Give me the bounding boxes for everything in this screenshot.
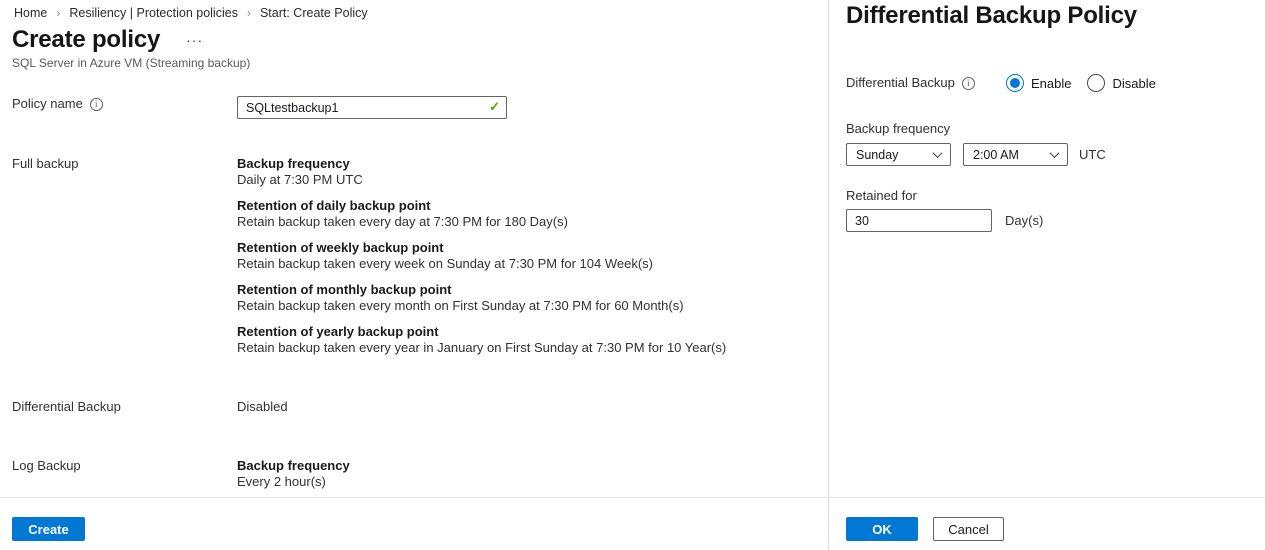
more-actions-icon[interactable]: ··· bbox=[186, 32, 204, 48]
checkmark-icon: ✓ bbox=[489, 99, 500, 114]
differential-backup-status[interactable]: Disabled bbox=[237, 399, 288, 414]
day-of-week-dropdown[interactable]: Sunday bbox=[846, 143, 951, 166]
radio-unselected-icon[interactable] bbox=[1087, 74, 1106, 92]
radio-enable-label: Enable bbox=[1031, 75, 1072, 91]
breadcrumb-create-policy: Start: Create Policy bbox=[259, 6, 368, 20]
chevron-right-icon: › bbox=[246, 6, 251, 20]
create-button[interactable]: Create bbox=[12, 517, 85, 541]
yearly-retention: Retention of yearly backup point Retain … bbox=[237, 324, 827, 356]
detail-title: Retention of weekly backup point bbox=[237, 240, 444, 255]
pane-title: Differential Backup Policy bbox=[846, 2, 1137, 29]
info-icon[interactable] bbox=[961, 76, 975, 90]
differential-backup-toggle-label: Differential Backup bbox=[846, 75, 955, 90]
detail-title: Backup frequency bbox=[237, 156, 350, 171]
create-policy-main: Home › Resiliency | Protection policies … bbox=[0, 0, 827, 550]
detail-title: Backup frequency bbox=[237, 458, 350, 473]
differential-backup-label: Differential Backup bbox=[12, 399, 121, 414]
chevron-right-icon: › bbox=[56, 6, 61, 20]
differential-backup-toggle-row: Differential Backup Enable Disable bbox=[846, 74, 1245, 92]
policy-form: Policy name ✓ Full backup Backup frequen… bbox=[0, 96, 827, 497]
chevron-down-icon bbox=[932, 148, 943, 159]
detail-text: Retain backup taken every year in Januar… bbox=[237, 340, 727, 355]
time-dropdown[interactable]: 2:00 AM bbox=[963, 143, 1068, 166]
detail-text: Retain backup taken every month on First… bbox=[237, 298, 684, 313]
monthly-retention: Retention of monthly backup point Retain… bbox=[237, 282, 827, 314]
detail-text: Retain backup taken every day at 7:30 PM… bbox=[237, 214, 568, 229]
day-of-week-value: Sunday bbox=[856, 147, 899, 162]
pane-content: Differential Backup Policy Differential … bbox=[829, 0, 1265, 497]
policy-name-label: Policy name bbox=[12, 96, 83, 111]
ok-button[interactable]: OK bbox=[846, 517, 918, 541]
detail-text: Every 2 hour(s) bbox=[237, 474, 326, 489]
breadcrumb-protection-policies[interactable]: Resiliency | Protection policies bbox=[69, 6, 238, 20]
policy-name-input-wrap: ✓ bbox=[237, 96, 507, 119]
full-backup-row: Full backup Backup frequency Daily at 7:… bbox=[0, 156, 827, 366]
differential-backup-toggle-label-group: Differential Backup bbox=[846, 75, 1006, 91]
radio-disable[interactable]: Disable bbox=[1087, 74, 1156, 92]
differential-backup-radio-group: Enable Disable bbox=[1006, 74, 1172, 92]
full-backup-label: Full backup bbox=[12, 156, 79, 171]
policy-name-input[interactable] bbox=[237, 96, 507, 119]
differential-backup-policy-pane: Differential Backup Policy Differential … bbox=[828, 0, 1265, 550]
retained-for-unit: Day(s) bbox=[1005, 213, 1044, 228]
radio-disable-label: Disable bbox=[1112, 75, 1156, 91]
detail-text: Daily at 7:30 PM UTC bbox=[237, 172, 363, 187]
retained-for-input[interactable] bbox=[846, 209, 992, 232]
log-backup-row: Log Backup Backup frequency Every 2 hour… bbox=[0, 458, 827, 497]
full-backup-details[interactable]: Backup frequency Daily at 7:30 PM UTC Re… bbox=[237, 156, 827, 366]
log-backup-details[interactable]: Backup frequency Every 2 hour(s) Retaine… bbox=[237, 458, 827, 497]
backup-frequency-label: Backup frequency bbox=[846, 121, 951, 136]
main-footer: Create bbox=[0, 497, 827, 550]
policy-name-row: Policy name ✓ bbox=[0, 96, 827, 119]
retained-for-label: Retained for bbox=[846, 188, 917, 203]
chevron-down-icon bbox=[1049, 148, 1060, 159]
breadcrumb-home[interactable]: Home bbox=[14, 6, 48, 20]
log-backup-frequency: Backup frequency Every 2 hour(s) bbox=[237, 458, 827, 490]
page-subtitle: SQL Server in Azure VM (Streaming backup… bbox=[12, 56, 251, 70]
weekly-retention: Retention of weekly backup point Retain … bbox=[237, 240, 827, 272]
pane-footer: OK Cancel bbox=[829, 497, 1265, 550]
full-backup-frequency: Backup frequency Daily at 7:30 PM UTC bbox=[237, 156, 827, 188]
info-icon[interactable] bbox=[89, 97, 103, 111]
retained-for-controls: Day(s) bbox=[846, 209, 1245, 232]
detail-title: Retention of yearly backup point bbox=[237, 324, 439, 339]
radio-enable[interactable]: Enable bbox=[1006, 74, 1071, 92]
daily-retention: Retention of daily backup point Retain b… bbox=[237, 198, 827, 230]
policy-name-label-group: Policy name bbox=[12, 96, 237, 112]
timezone-label: UTC bbox=[1079, 147, 1106, 162]
differential-backup-row: Differential Backup Disabled bbox=[0, 399, 827, 415]
log-backup-label: Log Backup bbox=[12, 458, 81, 473]
page-title: Create policy bbox=[12, 26, 161, 53]
detail-title: Retention of monthly backup point bbox=[237, 282, 452, 297]
detail-title: Retention of daily backup point bbox=[237, 198, 431, 213]
backup-frequency-controls: Sunday 2:00 AM UTC bbox=[846, 143, 1245, 166]
detail-text: Retain backup taken every week on Sunday… bbox=[237, 256, 653, 271]
breadcrumb: Home › Resiliency | Protection policies … bbox=[0, 0, 827, 20]
time-value: 2:00 AM bbox=[973, 147, 1019, 162]
main-scroll-area[interactable]: Home › Resiliency | Protection policies … bbox=[0, 0, 827, 497]
radio-selected-icon[interactable] bbox=[1006, 74, 1024, 92]
cancel-button[interactable]: Cancel bbox=[933, 517, 1004, 541]
